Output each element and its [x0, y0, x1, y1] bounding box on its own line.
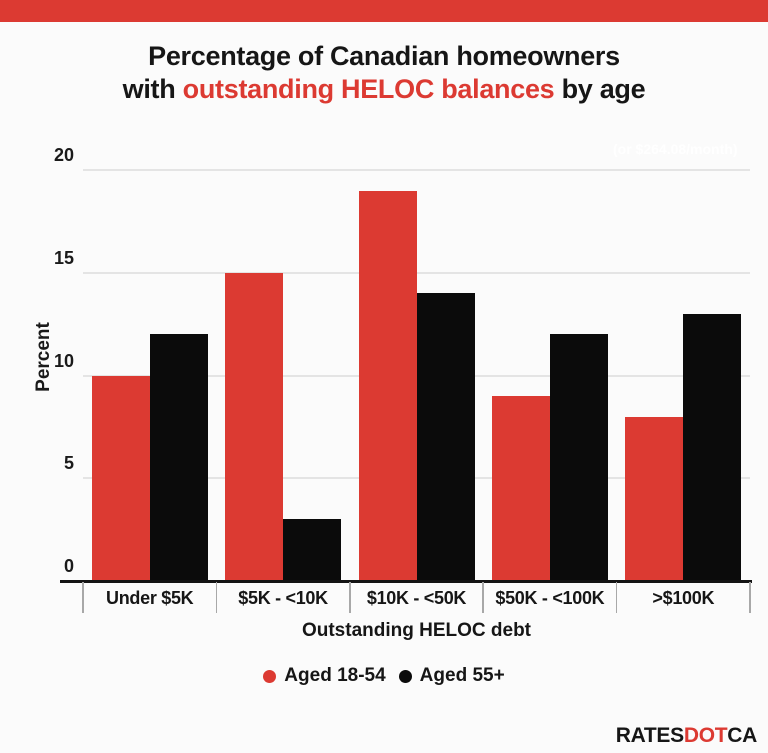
bar-aged-55- [149, 334, 208, 581]
bar-aged-55- [283, 519, 342, 581]
x-tick-label: $10K - <50K [366, 588, 467, 608]
bar-aged-18-54 [225, 272, 284, 581]
bar-aged-55- [683, 313, 742, 581]
x-tick-label: $5K - <10K [238, 588, 328, 608]
chart-title-highlight: outstanding HELOC balances [182, 73, 555, 104]
chart-title-line1: Percentage of Canadian homeowners [148, 41, 620, 71]
legend-item: Aged 18-54 [263, 665, 386, 687]
bar-aged-18-54 [491, 396, 550, 581]
plot-area: 0 5 10 15 20 [54, 145, 750, 581]
x-tick-label: Under $5K [106, 588, 194, 608]
x-tick-separator [615, 582, 618, 613]
bar-aged-18-54 [358, 190, 417, 581]
logo-rates: RATES [615, 724, 684, 747]
top-red-banner [0, 0, 768, 22]
y-tick-label-5: 5 [63, 453, 74, 474]
x-tick-separator [215, 582, 218, 613]
x-axis: Under $5K $5K - <10K $10K - <50K $50K - <10… [82, 582, 751, 613]
watermark-text: (or $264.08/month) [613, 141, 738, 157]
chart-title: Percentage of Canadian homeowners with o… [0, 40, 768, 106]
x-tick-label: >$100K [652, 588, 715, 608]
x-axis-line [60, 580, 752, 583]
chart-title-line2-suffix: by age [554, 73, 646, 104]
bar-aged-18-54 [91, 375, 150, 581]
ratesdotca-logo: RATESDOTCA [615, 724, 758, 748]
x-tick-separator [349, 582, 351, 613]
bar-aged-55- [549, 334, 608, 581]
bar-aged-18-54 [625, 416, 684, 581]
x-tick-label: $50K - <100K [495, 588, 605, 608]
y-tick-label-20: 20 [53, 145, 74, 165]
legend: Aged 18-54 Aged 55+ [0, 665, 768, 687]
y-tick-label-0: 0 [63, 556, 74, 576]
legend-item: Aged 55+ [398, 665, 505, 687]
legend-dot-icon [398, 669, 412, 683]
logo-dot: DOT [683, 724, 728, 747]
bar-aged-55- [416, 293, 475, 581]
logo-ca: CA [727, 724, 757, 747]
x-tick-separator [482, 582, 484, 613]
legend-label: Aged 55+ [419, 665, 505, 686]
gridline-15 [83, 271, 750, 274]
gridline-20 [83, 169, 750, 171]
chart-title-line2-prefix: with [122, 73, 183, 104]
legend-dot-icon [263, 669, 277, 683]
x-axis-title: Outstanding HELOC debt [301, 620, 532, 641]
y-tick-label-15: 15 [53, 247, 74, 268]
x-tick-separator [82, 582, 84, 613]
x-tick-separator [749, 582, 751, 613]
legend-label: Aged 18-54 [284, 665, 386, 686]
y-tick-label-10: 10 [53, 350, 74, 371]
